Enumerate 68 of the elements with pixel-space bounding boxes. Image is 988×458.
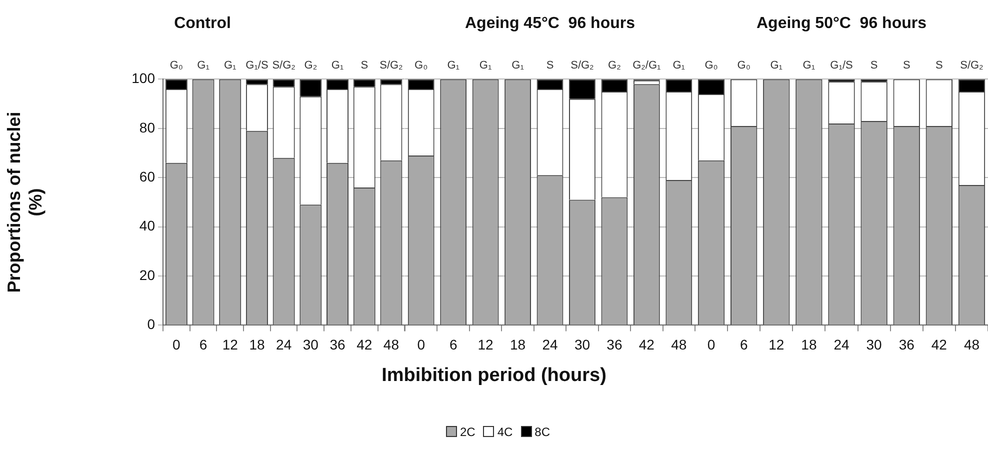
annotation: G₁ (770, 60, 783, 72)
x-tick-label: 0 (172, 336, 181, 352)
annotation: S/G₂ (960, 60, 984, 72)
annotation: S/G₂ (570, 60, 594, 72)
x-tick-label: 30 (302, 336, 319, 352)
x-tick-label: 12 (222, 336, 238, 352)
annotation: G₁ (802, 60, 816, 72)
y-tick-label: 80 (139, 119, 156, 136)
x-tick-label: 18 (801, 336, 817, 352)
x-tick-label: 18 (249, 336, 265, 352)
annotation: G₁ (197, 60, 210, 72)
x-tick-label: 12 (478, 336, 494, 352)
x-tick-label: 30 (574, 336, 590, 352)
x-tick-label: 6 (199, 336, 208, 352)
annotation: G₂/G₁ (632, 60, 662, 72)
y-tick-label: 40 (139, 218, 156, 234)
annotation: G₁ (331, 60, 344, 72)
annotation: G₁ (479, 60, 492, 72)
x-tick-label: 42 (638, 336, 655, 352)
chart-title: Ageing 45°C 96 hours (465, 15, 636, 32)
x-tick-label: 6 (740, 336, 748, 352)
x-axis-title: Imbibition period (hours) (380, 365, 608, 387)
annotation: G₀ (414, 60, 428, 72)
x-tick-label: 36 (606, 336, 622, 352)
x-tick-label: 24 (276, 336, 292, 352)
legend-label: 8C (534, 425, 550, 439)
x-tick-label: 48 (383, 336, 400, 352)
annotation: S (360, 60, 368, 72)
annotation: S/G₂ (380, 60, 403, 72)
x-tick-label: 48 (964, 336, 980, 352)
annotation: S (546, 60, 554, 72)
chart-title: Control (174, 15, 231, 32)
annotation: G₁/S (830, 60, 853, 72)
legend-label: 2C (460, 425, 476, 439)
annotation: G₂ (608, 60, 621, 72)
annotation: G₀ (170, 60, 183, 72)
annotation: G₀ (704, 60, 718, 72)
annotation: G₁ (224, 60, 237, 72)
x-tick-label: 12 (768, 336, 784, 352)
y-tick-label: 20 (139, 266, 156, 283)
x-tick-label: 42 (356, 336, 372, 352)
x-tick-label: 0 (707, 336, 716, 352)
x-tick-label: 36 (330, 336, 346, 352)
x-tick-label: 6 (449, 336, 458, 352)
annotation: S (902, 60, 910, 72)
x-tick-label: 36 (898, 336, 915, 352)
x-tick-label: 42 (931, 336, 948, 352)
annotation: S/G₂ (272, 60, 296, 72)
annotation: G₁/S (246, 60, 268, 72)
x-tick-label: 24 (542, 336, 558, 352)
x-tick-label: 24 (834, 336, 850, 352)
annotation: G₁ (447, 60, 460, 72)
annotation: G₀ (737, 60, 750, 72)
annotation: G₁ (672, 60, 686, 72)
chart-title: Ageing 50°C 96 hours (756, 15, 927, 32)
annotation: G₂ (304, 60, 318, 72)
legend-label: 4C (497, 425, 513, 439)
annotation: S (935, 60, 943, 72)
y-tick-label: 100 (132, 70, 156, 86)
x-tick-label: 18 (510, 336, 526, 352)
y-tick-label: 60 (139, 168, 156, 184)
y-tick-label: 0 (147, 316, 156, 332)
x-tick-label: 0 (417, 336, 426, 352)
x-tick-label: 30 (866, 336, 882, 352)
annotation: S (870, 60, 878, 72)
y-axis-title: Proportions of nuclei (%) (4, 112, 46, 293)
x-tick-label: 48 (671, 336, 687, 352)
annotation: G₁ (512, 60, 524, 72)
